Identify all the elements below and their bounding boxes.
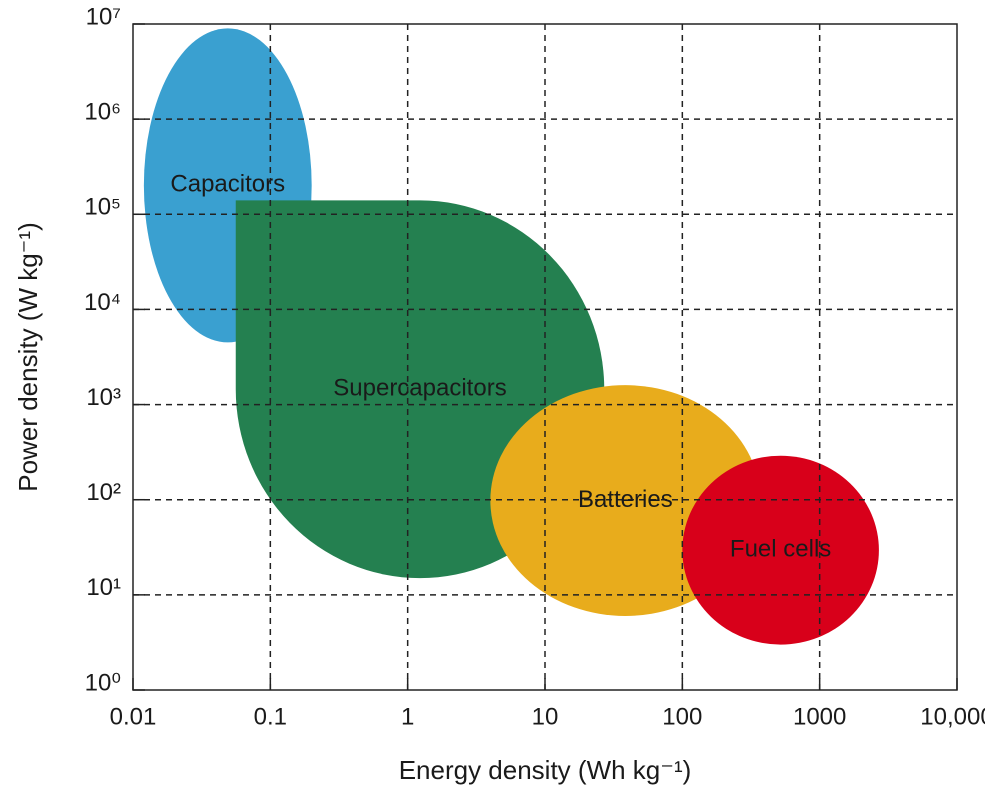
y-tick-label: 10⁰ bbox=[85, 669, 121, 696]
region-label: Capacitors bbox=[170, 171, 285, 198]
x-tick-label: 10 bbox=[532, 703, 559, 730]
y-tick-label: 10⁵ bbox=[84, 194, 121, 221]
x-tick-label: 1000 bbox=[793, 703, 846, 730]
plot-frame bbox=[132, 23, 958, 691]
x-tick-label: 10,000 bbox=[920, 703, 985, 730]
y-tick-label: 10⁷ bbox=[86, 3, 121, 30]
region-label: Fuel cells bbox=[730, 536, 831, 563]
x-tick-label: 0.01 bbox=[110, 703, 157, 730]
y-axis-label: Power density (W kg⁻¹) bbox=[13, 222, 43, 491]
x-tick-label: 1 bbox=[401, 703, 414, 730]
y-tick-label: 10⁴ bbox=[84, 289, 121, 316]
y-tick-label: 10² bbox=[86, 479, 121, 506]
region bbox=[682, 455, 879, 645]
y-tick-label: 10¹ bbox=[86, 574, 121, 601]
x-tick-label: 0.1 bbox=[254, 703, 287, 730]
y-tick-label: 10⁶ bbox=[84, 98, 121, 125]
y-tick-label: 10³ bbox=[86, 384, 121, 411]
region-label: Batteries bbox=[578, 486, 673, 513]
x-tick-label: 100 bbox=[662, 703, 702, 730]
x-axis-label: Energy density (Wh kg⁻¹) bbox=[399, 755, 692, 785]
region-label: Supercapacitors bbox=[333, 375, 506, 402]
